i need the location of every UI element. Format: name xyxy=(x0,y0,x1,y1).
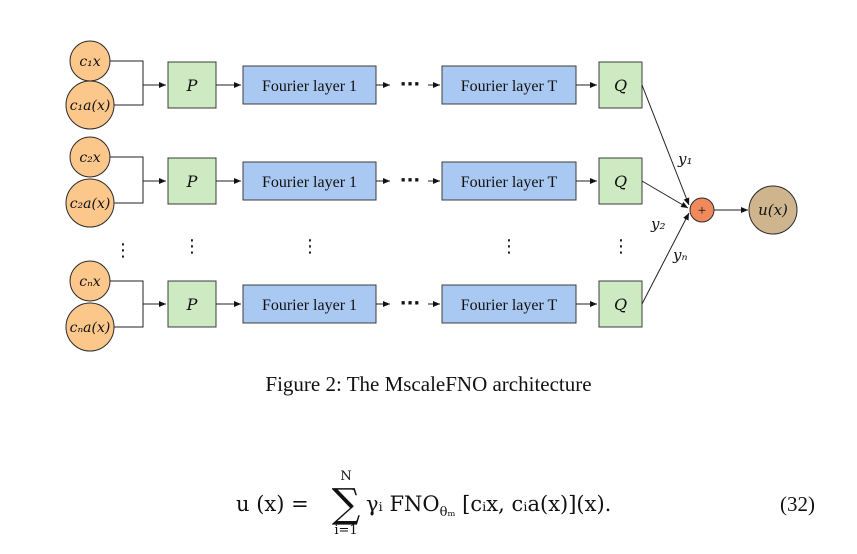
q-label: Q xyxy=(614,295,627,314)
sum-lower-limit: i=1 xyxy=(334,523,358,538)
p-label: P xyxy=(186,172,198,191)
merge-wire xyxy=(110,280,144,328)
yn-connector xyxy=(641,212,690,305)
q-label: Q xyxy=(614,76,627,95)
fourier-layer-1-label: Fourier layer 1 xyxy=(262,78,357,95)
ellipsis-dots: ··· xyxy=(400,170,421,191)
ellipsis-dots: ··· xyxy=(400,293,421,314)
y2-label: y₂ xyxy=(650,215,666,233)
input-cx-label: c₂x xyxy=(79,150,100,166)
fourier-layer-t-label: Fourier layer T xyxy=(461,297,558,314)
fourier-layer-t-box xyxy=(441,65,577,105)
p-label: P xyxy=(186,76,198,95)
y1-connector xyxy=(641,84,690,206)
equation-number: (32) xyxy=(780,492,815,516)
projection-q-box xyxy=(598,157,643,205)
sum-upper-limit: N xyxy=(340,469,352,484)
fourier-layer-t-label: Fourier layer T xyxy=(461,174,558,191)
rhs-term: γᵢ FNO xyxy=(366,492,440,516)
input-ca-label: cₙa(x) xyxy=(70,320,111,336)
branch-row-2: c₂x c₂a(x) P Fourier layer 1 ··· Fourier… xyxy=(65,136,643,228)
yn-label: yₙ xyxy=(672,246,688,264)
fourier-layer-1-label: Fourier layer 1 xyxy=(262,174,357,191)
sum-symbol: ∑ xyxy=(331,481,361,527)
equation-lhs: u (x) = xyxy=(236,492,309,516)
vertical-ellipsis: ⋮ xyxy=(114,240,132,261)
y2-connector xyxy=(641,180,689,209)
output-node xyxy=(748,185,798,235)
input-cx-label: cₙx xyxy=(79,274,101,290)
branch-row-1: c₁x c₁a(x) P Fourier layer 1 ··· Fourier… xyxy=(65,40,643,130)
summation: N ∑ i=1 xyxy=(331,470,361,538)
plus-label: + xyxy=(698,203,706,219)
fourier-layer-1-label: Fourier layer 1 xyxy=(262,297,357,314)
q-label: Q xyxy=(614,172,627,191)
mscalefno-architecture-diagram: c₁x c₁a(x) P Fourier layer 1 ··· Fourier… xyxy=(65,40,798,352)
ellipsis-dots: ··· xyxy=(400,74,421,95)
p-label: P xyxy=(186,295,198,314)
fourier-layer-t-label: Fourier layer T xyxy=(461,78,558,95)
vertical-ellipsis: ⋮ xyxy=(612,236,630,257)
lifting-p-box xyxy=(167,61,217,109)
merge-wire xyxy=(110,60,144,106)
fno-subscript: θₘ xyxy=(439,505,456,521)
equation-rhs: γᵢ FNOθₘ [cᵢx, cᵢa(x)](x). xyxy=(366,492,611,520)
fourier-layer-1-box xyxy=(242,161,377,201)
vertical-ellipsis: ⋮ xyxy=(500,236,518,257)
lifting-p-box xyxy=(167,280,217,328)
input-ca-label: c₂a(x) xyxy=(70,196,111,212)
output-label: u(x) xyxy=(758,201,788,219)
input-ca-label: c₁a(x) xyxy=(70,98,111,114)
fourier-layer-1-box xyxy=(242,65,377,105)
rhs-args: [cᵢx, cᵢa(x)](x). xyxy=(462,492,612,516)
projection-q-box xyxy=(598,61,643,109)
vertical-ellipsis: ⋮ xyxy=(183,236,201,257)
y1-label: y₁ xyxy=(677,150,693,168)
fourier-layer-t-box xyxy=(441,284,577,324)
branch-row-n: cₙx cₙa(x) P Fourier layer 1 ··· Fourier… xyxy=(65,260,643,352)
input-cx-label: c₁x xyxy=(79,54,100,70)
merge-wire xyxy=(110,156,144,204)
vertical-ellipsis: ⋮ xyxy=(301,236,319,257)
figure-caption: Figure 2: The MscaleFNO architecture xyxy=(265,372,592,396)
